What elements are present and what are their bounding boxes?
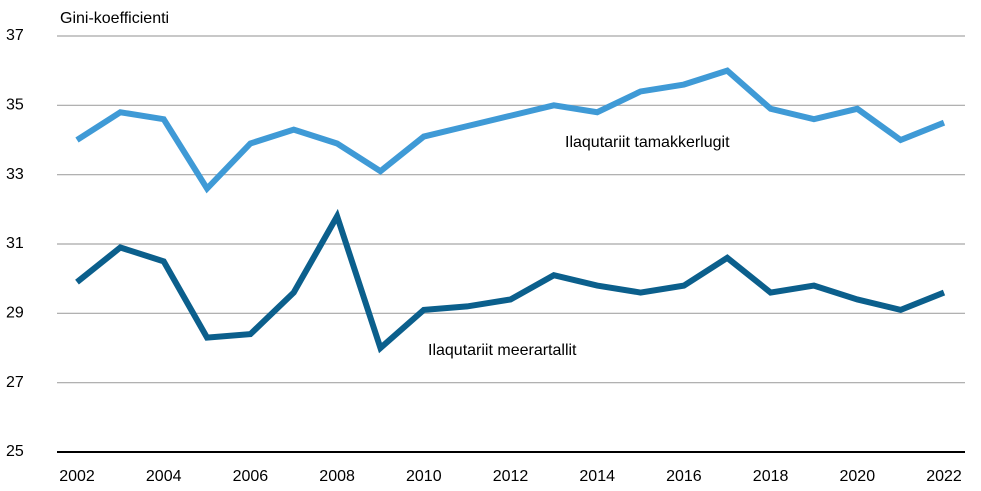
y-tick-label: 37 [6,27,24,44]
y-axis-label: Gini-koefficienti [60,10,169,27]
y-tick-label: 27 [6,374,24,391]
x-tick-label: 2014 [579,468,615,485]
x-tick-label: 2018 [753,468,789,485]
series-label: Ilaqutariit meerartallit [428,342,577,359]
series-line [75,67,946,194]
y-tick-label: 25 [6,443,24,460]
series-line [75,208,946,354]
x-tick-label: 2002 [59,468,95,485]
y-tick-label: 33 [6,166,24,183]
x-tick-label: 2020 [840,468,876,485]
x-tick-label: 2012 [493,468,529,485]
series-label: Ilaqutariit tamakkerlugit [565,134,730,151]
y-tick-label: 31 [6,235,24,252]
x-tick-label: 2016 [666,468,702,485]
y-tick-label: 35 [6,97,24,114]
x-tick-label: 2022 [926,468,962,485]
x-tick-label: 2004 [146,468,182,485]
x-tick-label: 2006 [233,468,269,485]
x-tick-label: 2010 [406,468,442,485]
x-tick-label: 2008 [319,468,355,485]
y-tick-label: 29 [6,305,24,322]
